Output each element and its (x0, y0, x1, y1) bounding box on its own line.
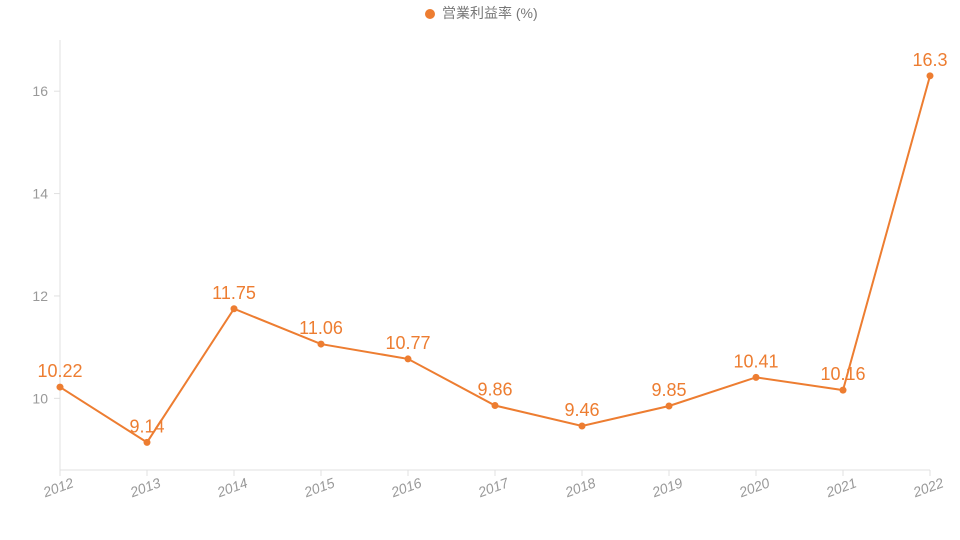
data-point (144, 439, 151, 446)
y-tick-label: 10 (32, 390, 48, 406)
data-label: 10.16 (820, 364, 865, 384)
data-label: 11.75 (212, 283, 256, 303)
data-point (579, 422, 586, 429)
data-label: 9.85 (651, 380, 686, 400)
y-tick-label: 16 (32, 83, 48, 99)
y-tick-label: 12 (32, 288, 48, 304)
data-label: 11.06 (299, 318, 343, 338)
data-label: 10.77 (385, 333, 430, 353)
data-point (405, 355, 412, 362)
data-point (927, 72, 934, 79)
legend-label: 営業利益率 (%) (442, 5, 538, 21)
data-point (753, 374, 760, 381)
data-point (231, 305, 238, 312)
data-label: 9.14 (129, 416, 164, 436)
data-point (57, 384, 64, 391)
data-label: 10.41 (733, 351, 778, 371)
legend-marker (425, 9, 435, 19)
data-point (318, 341, 325, 348)
y-tick-label: 14 (32, 186, 48, 202)
data-label: 9.46 (564, 400, 599, 420)
data-label: 9.86 (477, 380, 512, 400)
legend: 営業利益率 (%) (425, 5, 538, 21)
data-label: 10.22 (37, 361, 82, 381)
data-point (492, 402, 499, 409)
data-point (840, 387, 847, 394)
line-chart: 1012141620122013201420152016201720182019… (0, 0, 960, 540)
data-label: 16.3 (912, 50, 947, 70)
data-point (666, 403, 673, 410)
